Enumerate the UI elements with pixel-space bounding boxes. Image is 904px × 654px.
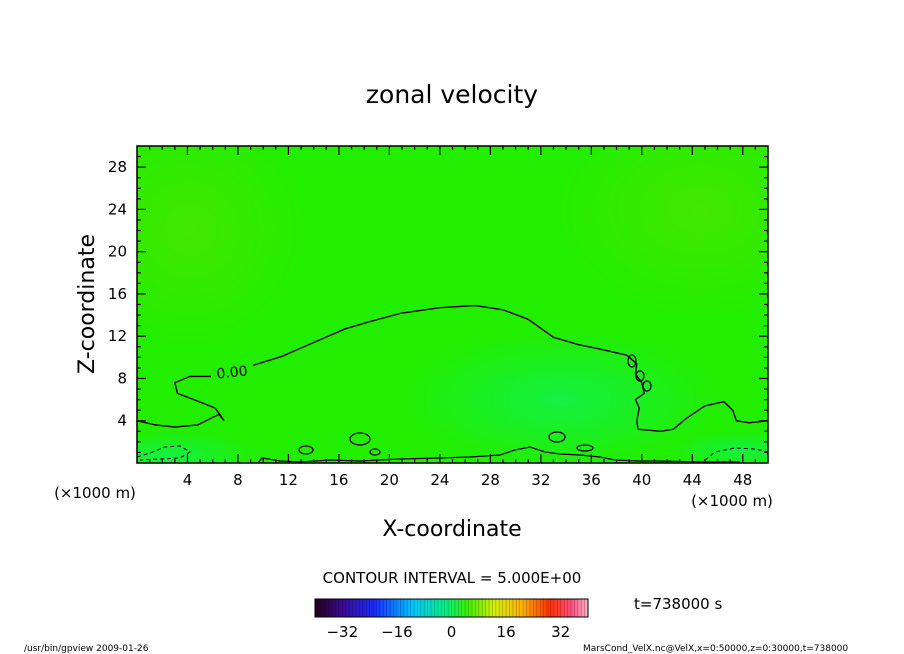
colorbar-tick-label: −16 bbox=[381, 623, 413, 641]
field-shade-bottom-left bbox=[137, 430, 260, 463]
colorbar-gradient bbox=[315, 599, 588, 617]
negative-contour-right bbox=[704, 447, 768, 461]
y-tick-label: 16 bbox=[108, 285, 127, 303]
y-tick-labels: 4 8 12 16 20 24 28 bbox=[108, 158, 127, 430]
x-tick-label: 8 bbox=[233, 471, 243, 489]
y-tick-label: 24 bbox=[108, 200, 127, 218]
y-axis-label: Z-coordinate bbox=[75, 234, 100, 374]
x-tick-label: 20 bbox=[380, 471, 399, 489]
x-tick-label: 40 bbox=[632, 471, 651, 489]
y-tick-label: 28 bbox=[108, 158, 127, 176]
contour-label-bg bbox=[211, 362, 253, 380]
chart-title: zonal velocity bbox=[366, 80, 538, 109]
y-axis-unit: (×1000 m) bbox=[54, 484, 136, 502]
x-tick-label: 28 bbox=[481, 471, 500, 489]
x-tick-label: 32 bbox=[531, 471, 550, 489]
contour-blob bbox=[298, 445, 314, 455]
y-tick-label: 20 bbox=[108, 243, 127, 261]
contour-blob bbox=[369, 448, 381, 456]
colorbar-stripes bbox=[318, 599, 585, 617]
y-tick-label: 8 bbox=[117, 369, 127, 387]
y-tick-label: 4 bbox=[117, 412, 127, 430]
contour-blob bbox=[349, 432, 371, 446]
field-shade-upper-left bbox=[137, 146, 310, 350]
x-tick-label: 44 bbox=[683, 471, 702, 489]
tick-marks bbox=[137, 146, 768, 463]
contour-label: 0.00 bbox=[216, 363, 249, 382]
colorbar-tick-label: −32 bbox=[326, 623, 358, 641]
x-tick-label: 48 bbox=[733, 471, 752, 489]
field-shade-bottom-right bbox=[670, 430, 768, 463]
time-label: t=738000 s bbox=[634, 595, 722, 613]
x-tick-labels: 4 8 12 16 20 24 28 32 36 40 44 48 bbox=[183, 471, 753, 489]
colorbar-tick-label: 16 bbox=[497, 623, 516, 641]
contour-blob bbox=[576, 444, 594, 452]
contour-blob bbox=[627, 354, 637, 368]
contour-blob bbox=[548, 431, 566, 443]
x-tick-label: 24 bbox=[430, 471, 449, 489]
x-tick-label: 16 bbox=[329, 471, 348, 489]
contour-blob bbox=[642, 380, 652, 392]
footer-right: MarsCond_VelX.nc@VelX,x=0:50000,z=0:3000… bbox=[583, 644, 848, 654]
footer-left: /usr/bin/gpview 2009-01-26 bbox=[24, 644, 149, 654]
colorbar-tick-label: 0 bbox=[447, 623, 457, 641]
ground-contour bbox=[257, 446, 740, 463]
colorbar: −32 −16 0 16 32 bbox=[314, 598, 589, 641]
negative-contour-left bbox=[137, 445, 191, 461]
contour-blob bbox=[635, 370, 645, 382]
x-axis-label: X-coordinate bbox=[382, 517, 521, 542]
colorbar-tick-labels: −32 −16 0 16 32 bbox=[326, 623, 570, 641]
y-tick-label: 12 bbox=[108, 327, 127, 345]
contour-interval: CONTOUR INTERVAL = 5.000E+00 bbox=[323, 569, 582, 587]
x-tick-label: 36 bbox=[582, 471, 601, 489]
x-tick-label: 4 bbox=[183, 471, 193, 489]
x-axis-unit: (×1000 m) bbox=[691, 492, 773, 510]
field-shade-upper-right bbox=[550, 146, 768, 320]
x-tick-label: 12 bbox=[279, 471, 298, 489]
zero-contour-line bbox=[137, 304, 768, 433]
colorbar-frame bbox=[314, 598, 589, 618]
colorbar-tick-label: 32 bbox=[551, 623, 570, 641]
